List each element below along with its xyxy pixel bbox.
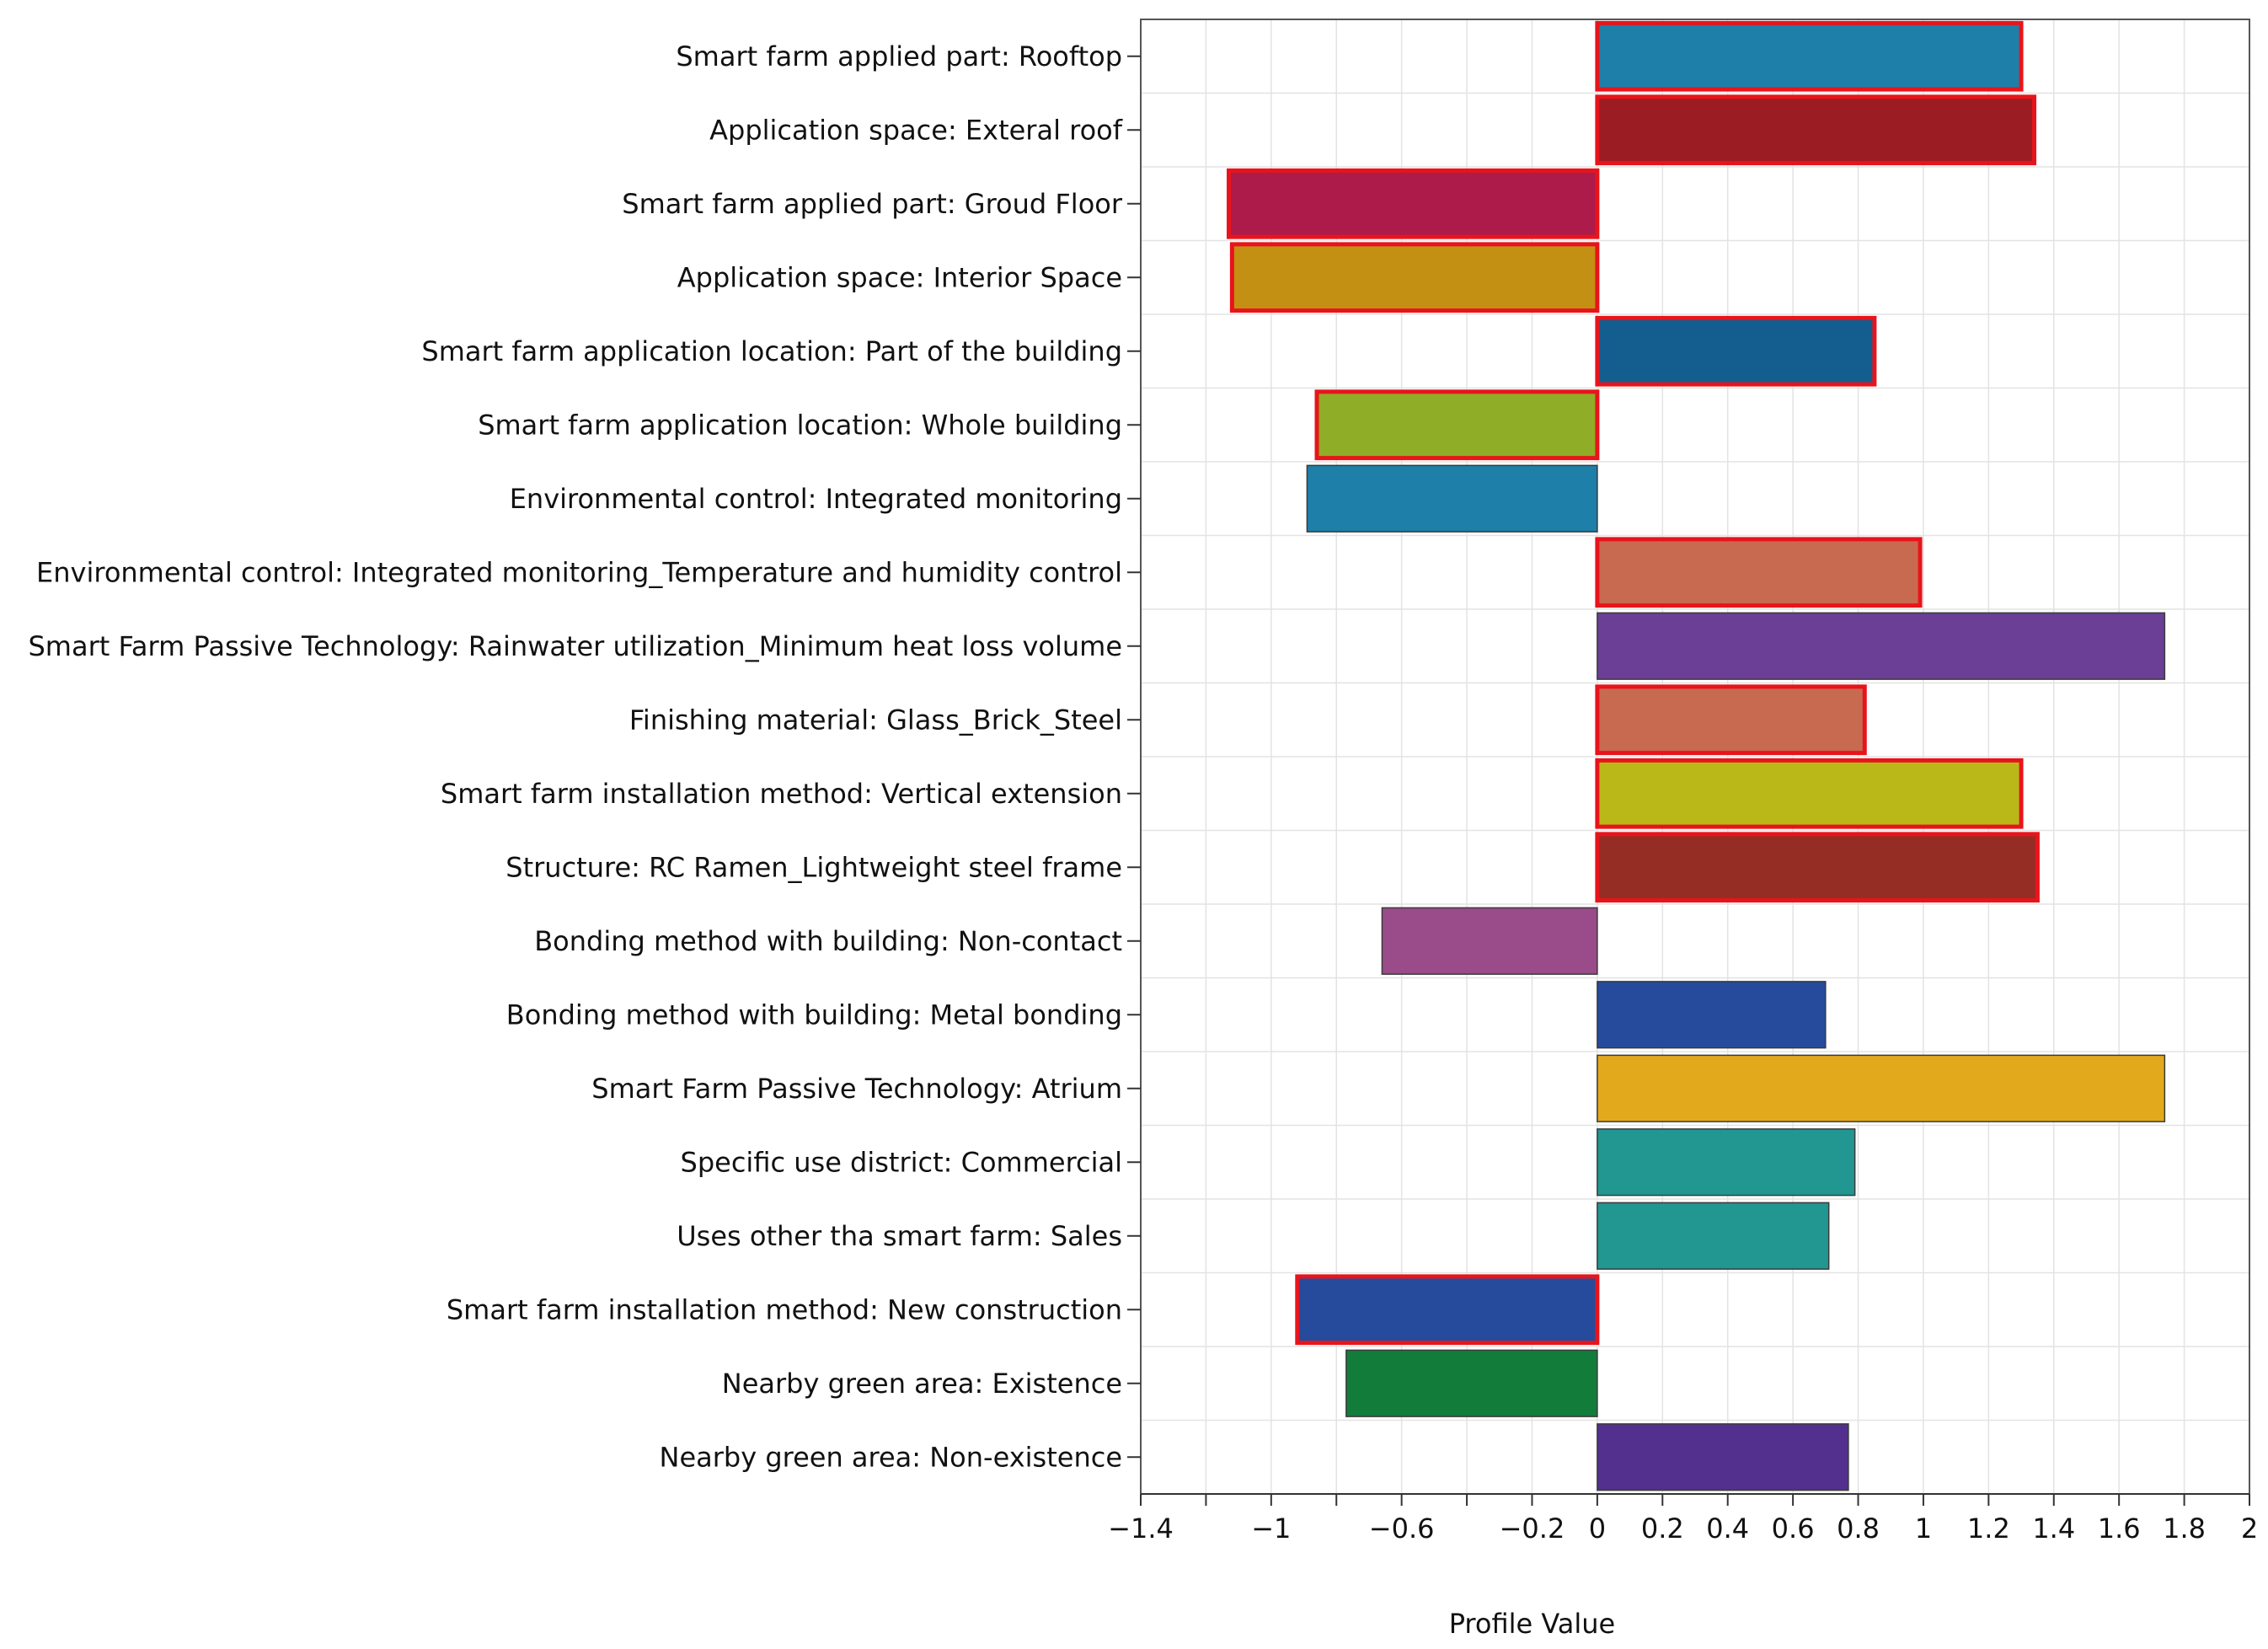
x-tick-label: −1.4 xyxy=(1108,1512,1174,1545)
category-label: Specific use district: Commercial xyxy=(681,1146,1122,1178)
category-label: Smart farm applied part: Rooftop xyxy=(676,40,1122,72)
bar xyxy=(1345,1349,1598,1417)
bar xyxy=(1595,758,2024,829)
bar xyxy=(1597,981,1827,1049)
category-label: Smart farm installation method: New cons… xyxy=(447,1293,1122,1325)
x-tick-label: 1 xyxy=(1915,1512,1932,1545)
x-tick-label: 1.6 xyxy=(2098,1512,2141,1545)
bar xyxy=(1597,1202,1830,1270)
x-tick-label: 2 xyxy=(2241,1512,2258,1545)
x-tick-label: 0 xyxy=(1589,1512,1606,1545)
bar xyxy=(1306,464,1598,533)
category-label: Application space: Exteral roof xyxy=(709,114,1123,146)
bar xyxy=(1595,537,1923,608)
bar xyxy=(1595,94,2037,166)
bar xyxy=(1597,612,2166,680)
x-tick-label: −0.2 xyxy=(1500,1512,1565,1545)
bar xyxy=(1597,1054,2166,1122)
bar xyxy=(1595,20,2024,92)
category-label: Bonding method with building: Non-contac… xyxy=(534,925,1122,957)
gridlines xyxy=(1140,19,2250,1495)
x-tick-label: 1.8 xyxy=(2163,1512,2206,1545)
bar xyxy=(1597,1128,1856,1197)
bar xyxy=(1381,907,1598,975)
category-label: Uses other tha smart farm: Sales xyxy=(677,1220,1122,1252)
bar xyxy=(1314,389,1600,461)
category-label: Nearby green area: Non-existence xyxy=(660,1441,1122,1473)
category-label: Nearby green area: Existence xyxy=(722,1368,1122,1400)
category-label: Smart farm application location: Part of… xyxy=(421,335,1122,367)
category-label: Smart farm installation method: Vertical… xyxy=(441,778,1122,810)
bar xyxy=(1595,684,1867,756)
bar xyxy=(1295,1274,1600,1346)
bars xyxy=(1227,20,2166,1491)
x-axis-title: Profile Value xyxy=(1449,1608,1616,1640)
category-label: Application space: Interior Space xyxy=(677,261,1122,293)
x-tick-label: 0.8 xyxy=(1837,1512,1880,1545)
x-tick-label: −1 xyxy=(1251,1512,1291,1545)
x-tick-label: 0.6 xyxy=(1772,1512,1815,1545)
bar xyxy=(1595,315,1877,387)
category-label: Smart farm applied part: Groud Floor xyxy=(622,188,1123,220)
category-label: Bonding method with building: Metal bond… xyxy=(506,999,1122,1031)
category-label: Smart Farm Passive Technology: Rainwater… xyxy=(28,630,1122,662)
bar xyxy=(1597,1423,1849,1491)
x-tick-label: 0.4 xyxy=(1706,1512,1749,1545)
bar xyxy=(1595,832,2040,903)
category-label: Smart farm application location: Whole b… xyxy=(478,409,1122,441)
x-tick-label: 1.2 xyxy=(1967,1512,2010,1545)
x-tick-label: 1.4 xyxy=(2032,1512,2075,1545)
category-label: Environmental control: Integrated monito… xyxy=(36,556,1122,588)
category-axis: Smart farm applied part: Rooftop Applicat… xyxy=(28,40,1141,1473)
bar xyxy=(1229,242,1600,313)
category-label: Finishing material: Glass_Brick_Steel xyxy=(629,704,1122,736)
value-axis: −1.4 −1 −0.6 −0.2 0 0.2 0.4 0.6 0.8 1 1.2 1.4 1.6 1.8… xyxy=(1108,1493,2258,1545)
category-label: Environmental control: Integrated monito… xyxy=(510,483,1122,515)
bar xyxy=(1227,168,1600,239)
category-label: Structure: RC Ramen_Lightweight steel fr… xyxy=(505,851,1122,883)
category-label: Smart Farm Passive Technology: Atrium xyxy=(591,1073,1122,1105)
x-tick-label: −0.6 xyxy=(1369,1512,1435,1545)
x-tick-label: 0.2 xyxy=(1641,1512,1684,1545)
